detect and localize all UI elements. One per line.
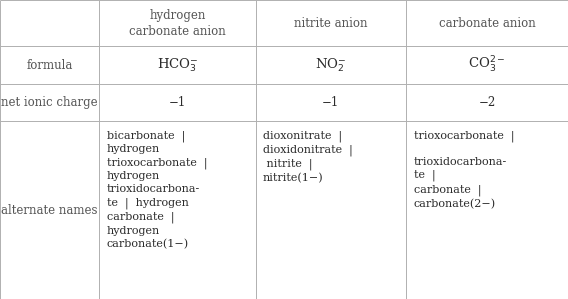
Text: trioxocarbonate  |

trioxidocarbona-
te  |
carbonate  |
carbonate(2−): trioxocarbonate | trioxidocarbona- te | … <box>414 130 514 209</box>
Text: HCO$_3^{-}$: HCO$_3^{-}$ <box>157 56 198 74</box>
Text: bicarbonate  |
hydrogen
trioxocarbonate  |
hydrogen
trioxidocarbona-
te  |  hydr: bicarbonate | hydrogen trioxocarbonate |… <box>107 130 207 249</box>
Text: hydrogen
carbonate anion: hydrogen carbonate anion <box>129 9 226 38</box>
Text: NO$_2^{-}$: NO$_2^{-}$ <box>315 56 346 74</box>
Text: −2: −2 <box>478 96 496 109</box>
Text: alternate names: alternate names <box>2 204 98 216</box>
Text: CO$_3^{2-}$: CO$_3^{2-}$ <box>468 55 506 75</box>
Text: dioxonitrate  |
dioxidonitrate  |
 nitrite  |
nitrite(1−): dioxonitrate | dioxidonitrate | nitrite … <box>263 130 353 183</box>
Text: carbonate anion: carbonate anion <box>438 17 536 30</box>
Text: net ionic charge: net ionic charge <box>1 96 98 109</box>
Text: −1: −1 <box>322 96 340 109</box>
Text: −1: −1 <box>169 96 186 109</box>
Text: formula: formula <box>27 59 73 71</box>
Text: nitrite anion: nitrite anion <box>294 17 367 30</box>
